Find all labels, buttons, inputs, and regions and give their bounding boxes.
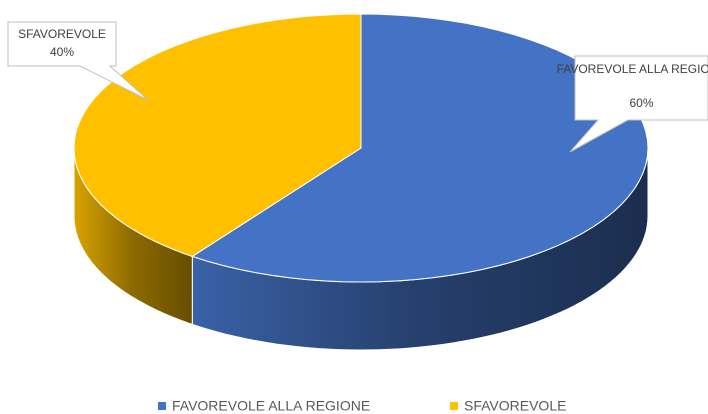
callout-box xyxy=(7,21,149,101)
callout-box xyxy=(569,55,708,153)
data-label-category: FAVOREVOLE ALLA REGIONE xyxy=(557,62,708,76)
legend-label: SFAVOREVOLE xyxy=(464,398,566,414)
legend: FAVOREVOLE ALLA REGIONE SFAVOREVOLE xyxy=(158,398,566,414)
callouts: FAVOREVOLE ALLA REGIONE 60% SFAVOREVOLE 40% xyxy=(7,21,708,153)
legend-swatch xyxy=(450,402,458,410)
pie xyxy=(73,13,649,351)
legend-label: FAVOREVOLE ALLA REGIONE xyxy=(172,398,370,414)
data-label-category: SFAVOREVOLE xyxy=(18,27,106,41)
data-label-value: 60% xyxy=(629,96,653,110)
slice xyxy=(73,13,362,257)
legend-swatch xyxy=(158,402,166,410)
data-label-value: 40% xyxy=(50,45,74,59)
slice xyxy=(191,13,649,283)
